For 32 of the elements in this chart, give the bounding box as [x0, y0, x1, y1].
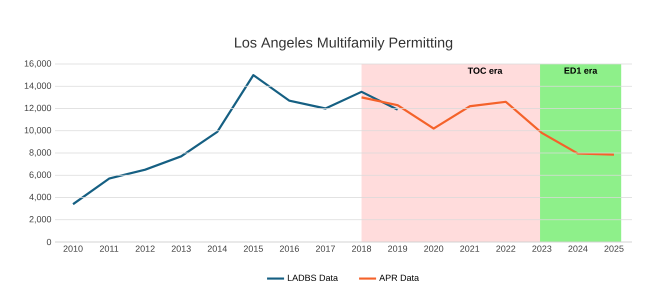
y-tick-label: 16,000	[24, 60, 52, 68]
x-tick-label: 2021	[460, 246, 480, 252]
x-tick-label: 2012	[136, 246, 155, 252]
y-tick-label: 14,000	[24, 82, 52, 90]
x-tick-label: 2025	[604, 246, 624, 252]
x-tick-label: 2017	[316, 246, 335, 252]
x-tick-label: 2014	[208, 246, 227, 252]
x-tick-label: 2019	[388, 246, 408, 252]
y-tick-label: 8,000	[29, 149, 52, 157]
line-series	[72, 74, 399, 206]
chart-title: Los Angeles Multifamily Permitting	[235, 37, 452, 51]
y-tick-label: 0	[46, 238, 52, 246]
y-tick-label: 2,000	[29, 216, 52, 224]
x-tick-label: 2022	[496, 246, 516, 252]
x-tick-label: 2016	[280, 246, 299, 252]
line-series	[360, 96, 616, 156]
y-tick-label: 4,000	[29, 194, 52, 202]
legend-label: LADBS Data	[288, 274, 338, 282]
y-tick-label: 6,000	[29, 172, 52, 179]
x-tick-label: 2015	[244, 246, 263, 252]
x-tick-label: 2018	[352, 246, 372, 252]
x-tick-label: 2011	[100, 246, 118, 252]
y-tick-label: 10,000	[24, 127, 52, 134]
band-label: TOC era	[468, 68, 502, 74]
x-tick-label: 2020	[424, 246, 444, 252]
x-tick-label: 2013	[172, 246, 191, 252]
band-label: ED1 era	[564, 68, 598, 74]
y-tick-label: 12,000	[24, 104, 52, 112]
x-tick-label: 2024	[568, 246, 588, 252]
legend-label: APR Data	[379, 274, 420, 281]
x-tick-label: 2023	[532, 246, 552, 252]
x-tick-label: 2010	[64, 246, 83, 252]
